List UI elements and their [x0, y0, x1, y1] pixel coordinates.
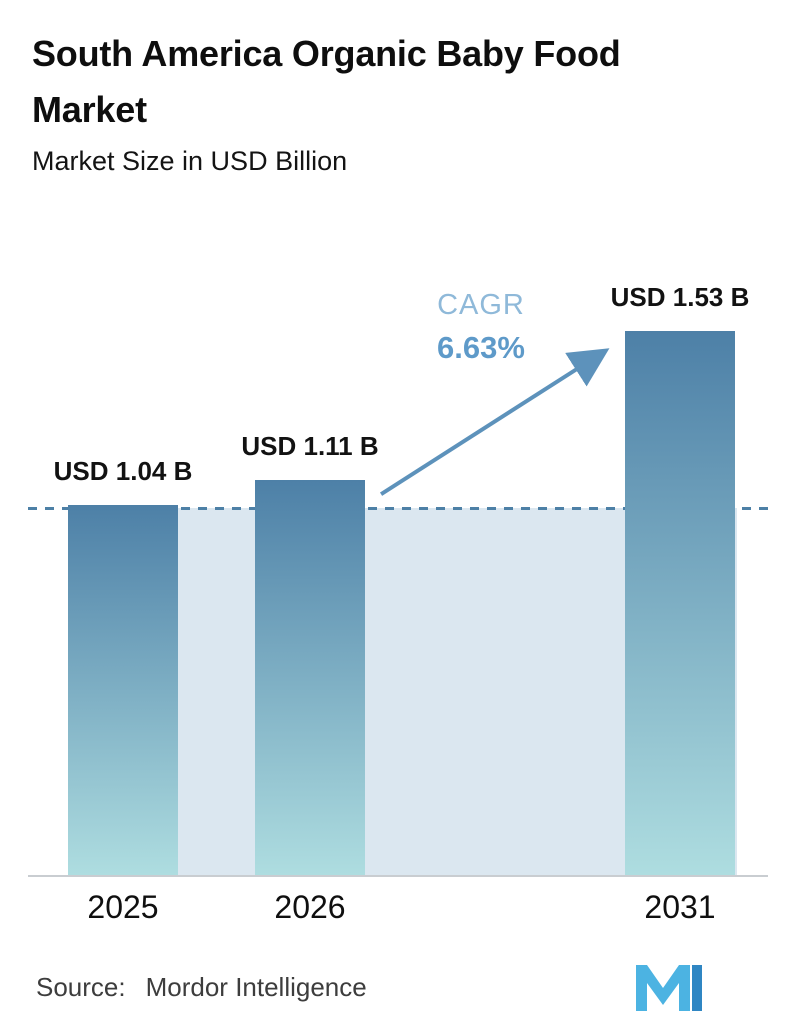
bar-value-label-2026: USD 1.11 B	[241, 430, 379, 461]
source-label: Source:	[36, 972, 126, 1003]
bar-value-label-2031: USD 1.53 B	[610, 281, 750, 312]
cagr-value: 6.63%	[437, 329, 525, 365]
chart-title: South America Organic Baby Food Market	[32, 33, 621, 130]
x-axis-label-2026: 2026	[274, 888, 346, 925]
cagr-label: CAGR	[437, 288, 525, 321]
x-axis-label-2025: 2025	[87, 888, 159, 925]
reference-dashed-line	[28, 506, 768, 510]
x-axis-label-2031: 2031	[644, 888, 716, 925]
chart-subtitle: Market Size in USD Billion	[32, 145, 348, 176]
chart-footer: Source: Mordor Intelligence	[0, 964, 796, 1011]
x-axis-labels: 2025 2026 2031	[28, 877, 768, 935]
bar-2026	[255, 479, 365, 875]
source-value: Mordor Intelligence	[145, 972, 367, 1003]
bar-2031	[625, 330, 735, 875]
bar-group-2031: USD 1.53 B	[611, 282, 749, 875]
bar-value-label-2025: USD 1.04 B	[53, 455, 193, 486]
cagr-annotation: CAGR 6.63%	[411, 289, 551, 366]
chart-header: South America Organic Baby Food Market M…	[0, 26, 796, 177]
plot-area: CAGR 6.63% USD 1.04 B USD 1.11 B USD 1.5…	[28, 237, 768, 877]
mordor-intelligence-logo	[636, 964, 702, 1011]
bar-2025	[68, 504, 178, 875]
bar-group-2025: USD 1.04 B	[54, 456, 192, 875]
bar-group-2026: USD 1.11 B	[241, 431, 379, 875]
